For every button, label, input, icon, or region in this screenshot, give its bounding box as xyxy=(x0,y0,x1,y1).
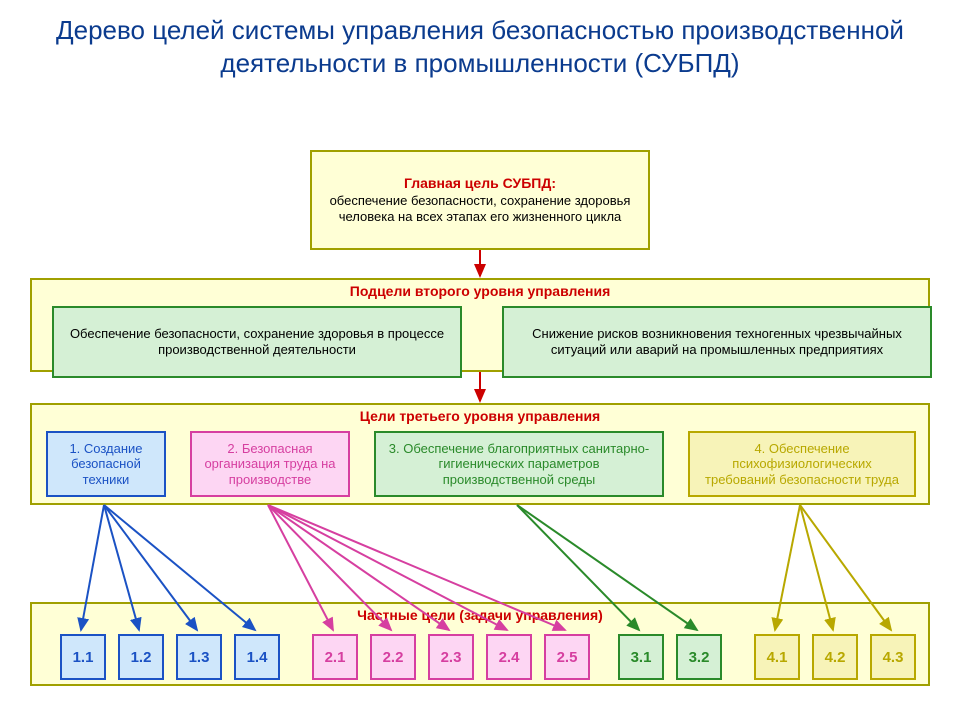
task-3.2: 3.2 xyxy=(676,634,722,680)
task-3.1: 3.1 xyxy=(618,634,664,680)
level2-container: Подцели второго уровня управления Обеспе… xyxy=(30,278,930,372)
level3-title: Цели третьего уровня управления xyxy=(32,408,928,424)
task-1.3: 1.3 xyxy=(176,634,222,680)
task-2.3: 2.3 xyxy=(428,634,474,680)
task-2.2: 2.2 xyxy=(370,634,416,680)
main-goal-box: Главная цель СУБПД: обеспечение безопасн… xyxy=(310,150,650,250)
level3-goal-3: 3. Обеспечение благоприятных санитарно-г… xyxy=(374,431,664,497)
level3-goal-2: 2. Безопасная организация труда на произ… xyxy=(190,431,350,497)
main-goal-title: Главная цель СУБПД: xyxy=(404,175,556,191)
main-goal-text: обеспечение безопасности, сохранение здо… xyxy=(322,193,638,226)
task-2.4: 2.4 xyxy=(486,634,532,680)
task-2.1: 2.1 xyxy=(312,634,358,680)
level2-subgoal-b: Снижение рисков возникновения техногенны… xyxy=(502,306,932,378)
level3-goal-4: 4. Обеспечение психофизиологических треб… xyxy=(688,431,916,497)
level3-goal-1: 1. Создание безопасной техники xyxy=(46,431,166,497)
page-title: Дерево целей системы управления безопасн… xyxy=(0,0,960,85)
task-4.1: 4.1 xyxy=(754,634,800,680)
task-1.4: 1.4 xyxy=(234,634,280,680)
level4-container: Частные цели (задачи управления) 1.1 1.2 1… xyxy=(30,602,930,686)
level2-title: Подцели второго уровня управления xyxy=(32,283,928,299)
level2-subgoal-a: Обеспечение безопасности, сохранение здо… xyxy=(52,306,462,378)
task-4.2: 4.2 xyxy=(812,634,858,680)
level3-container: Цели третьего уровня управления 1. Созда… xyxy=(30,403,930,505)
task-1.2: 1.2 xyxy=(118,634,164,680)
level4-title: Частные цели (задачи управления) xyxy=(32,607,928,623)
task-1.1: 1.1 xyxy=(60,634,106,680)
task-2.5: 2.5 xyxy=(544,634,590,680)
task-4.3: 4.3 xyxy=(870,634,916,680)
